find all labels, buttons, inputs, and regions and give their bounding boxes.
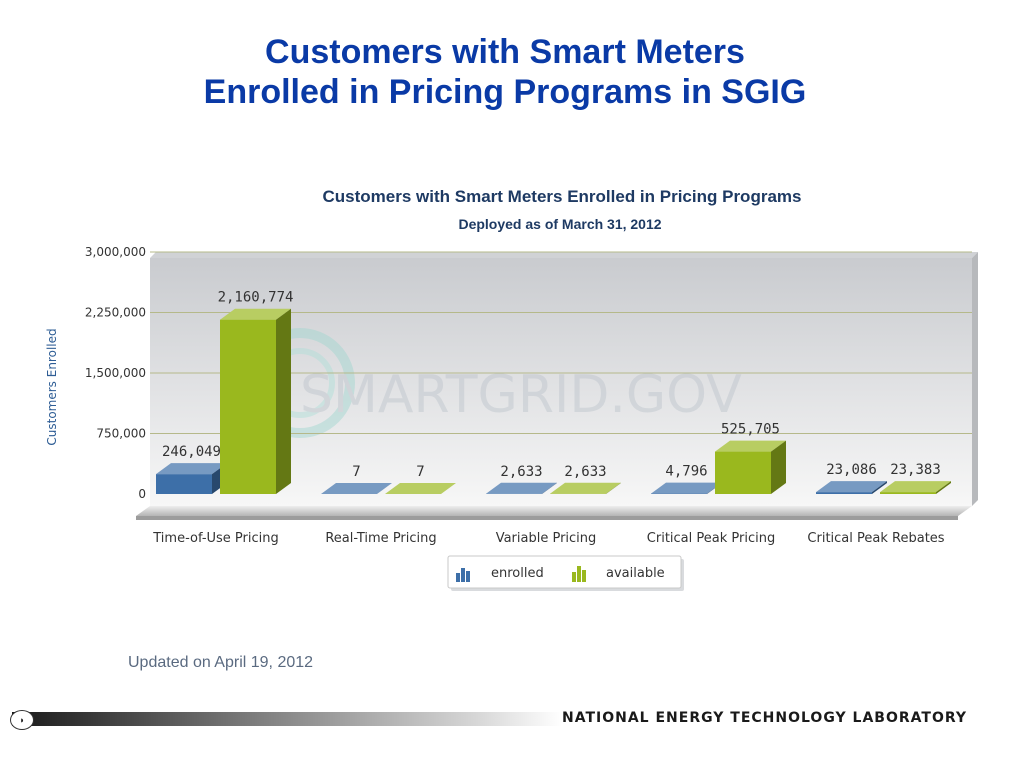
bar-side-face xyxy=(606,482,621,494)
data-label: 4,796 xyxy=(665,464,707,480)
bar-top-face xyxy=(651,482,722,494)
bar-chart: Customers with Smart Meters Enrolled in … xyxy=(45,187,978,591)
data-label: 7 xyxy=(352,464,360,480)
y-tick-label: 0 xyxy=(138,487,146,501)
bar-side-face xyxy=(276,308,291,494)
available-bar xyxy=(550,482,621,494)
bar-front-face xyxy=(220,319,276,494)
data-label: 2,160,774 xyxy=(218,290,294,306)
legend-enrolled-label: enrolled xyxy=(491,566,544,581)
data-label: 2,633 xyxy=(500,464,542,480)
bar-side-face xyxy=(377,482,392,494)
enrolled-bar xyxy=(156,463,227,494)
bar-top-face xyxy=(321,482,392,494)
updated-date: Updated on April 19, 2012 xyxy=(128,654,314,671)
bar-front-face xyxy=(880,492,936,494)
y-tick-label: 1,500,000 xyxy=(85,366,146,380)
bar-top-face xyxy=(550,482,621,494)
x-category-label: Real-Time Pricing xyxy=(325,531,436,546)
available-bar xyxy=(715,440,786,494)
bar-top-face xyxy=(156,463,227,475)
bar-top-face xyxy=(816,481,887,493)
bar-top-face xyxy=(220,308,291,320)
bar-front-face xyxy=(816,492,872,494)
bar-top-face xyxy=(385,482,456,494)
legend-enrolled-icon xyxy=(456,568,470,582)
available-bar xyxy=(385,482,456,494)
bar-side-face xyxy=(542,482,557,494)
footer-bar xyxy=(12,712,562,726)
footer-lab-name: NATIONAL ENERGY TECHNOLOGY LABORATORY xyxy=(562,710,967,726)
bar-top-face xyxy=(486,482,557,494)
y-tick-label: 3,000,000 xyxy=(85,245,146,259)
netl-logo-icon: ◗ xyxy=(10,710,34,730)
bar-side-face xyxy=(771,440,786,494)
bar-side-face xyxy=(936,481,951,494)
data-label: 23,086 xyxy=(826,462,877,478)
bar-side-face xyxy=(441,482,456,494)
available-bar xyxy=(880,481,951,494)
slide-title-line1: Customers with Smart Meters xyxy=(265,33,745,71)
y-axis-label: Customers Enrolled xyxy=(45,328,59,445)
bar-top-face xyxy=(880,481,951,493)
enrolled-bar xyxy=(321,482,392,494)
data-label: 2,633 xyxy=(564,464,606,480)
chart-floor xyxy=(136,506,972,520)
x-category-label: Time-of-Use Pricing xyxy=(152,531,279,546)
legend: enrolled available xyxy=(447,555,684,591)
legend-available-label: available xyxy=(606,566,665,581)
legend-available-icon xyxy=(572,566,586,582)
enrolled-bar xyxy=(816,481,887,494)
watermark-text: SMARTGRID.GOV xyxy=(300,365,742,425)
data-label: 7 xyxy=(416,464,424,480)
bar-front-face xyxy=(715,451,771,494)
enrolled-bar xyxy=(486,482,557,494)
y-tick-label: 750,000 xyxy=(96,427,146,441)
data-label: 525,705 xyxy=(721,422,780,438)
data-label: 23,383 xyxy=(890,462,941,478)
slide-title-line2: Enrolled in Pricing Programs in SGIG xyxy=(203,73,807,111)
chart-title: Customers with Smart Meters Enrolled in … xyxy=(323,187,802,206)
available-bar xyxy=(220,308,291,494)
y-tick-label: 2,250,000 xyxy=(85,306,146,320)
x-category-label: Critical Peak Rebates xyxy=(807,531,944,546)
x-category-label: Variable Pricing xyxy=(496,531,597,546)
bar-side-face xyxy=(872,481,887,494)
bar-top-face xyxy=(715,440,786,452)
bar-front-face xyxy=(156,474,212,494)
x-category-label: Critical Peak Pricing xyxy=(647,531,775,546)
chart-subtitle: Deployed as of March 31, 2012 xyxy=(458,216,661,232)
data-label: 246,049 xyxy=(162,444,221,460)
slide-title: Customers with Smart Meters Enrolled in … xyxy=(0,32,1010,112)
